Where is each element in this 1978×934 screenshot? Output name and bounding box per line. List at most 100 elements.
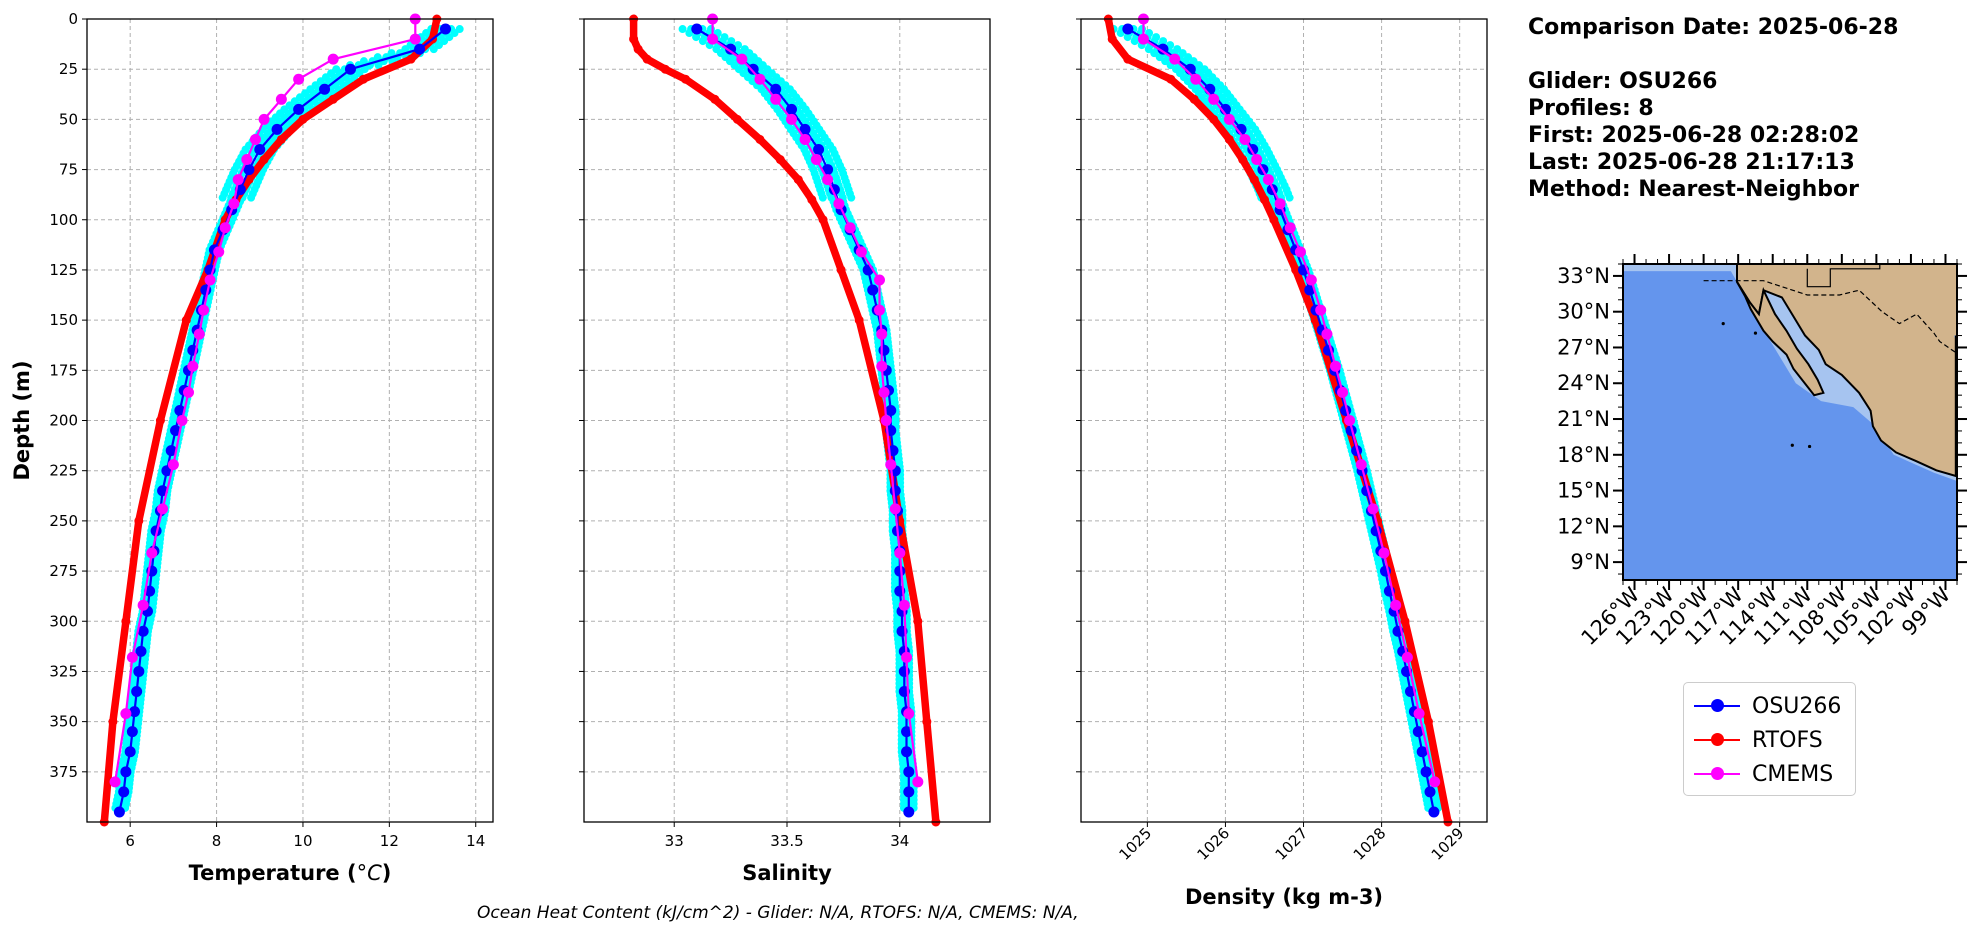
series-point-rtofs xyxy=(181,315,191,325)
series-point-cmems xyxy=(707,33,719,45)
series-point-osu266 xyxy=(165,445,177,457)
series-point-cmems xyxy=(1315,304,1327,316)
series-point-osu266 xyxy=(747,63,759,75)
y-tick-label: 175 xyxy=(49,361,78,379)
y-tick-label: 100 xyxy=(49,211,78,229)
series-point-osu266 xyxy=(867,284,879,296)
series-point-cmems xyxy=(876,360,888,372)
y-tick-label: 25 xyxy=(59,60,78,78)
lat-tick-label: 30°N xyxy=(1557,300,1610,324)
series-point-rtofs xyxy=(629,34,639,44)
series-point-rtofs xyxy=(328,94,338,104)
legend-item-osu266: OSU266 xyxy=(1694,691,1841,721)
series-point-rtofs xyxy=(710,94,720,104)
series-point-cmems xyxy=(146,547,158,559)
series-point-cmems xyxy=(1344,415,1356,426)
series-point-osu266 xyxy=(124,746,136,758)
series-point-osu266 xyxy=(131,686,143,698)
series-point-osu266 xyxy=(414,43,426,55)
series-point-rtofs xyxy=(121,616,131,626)
x-tick-label: 12 xyxy=(380,832,399,850)
series-point-cmems xyxy=(232,174,244,186)
series-point-osu266 xyxy=(129,706,141,718)
series-point-rtofs xyxy=(836,265,846,275)
legend-label-rtofs: RTOFS xyxy=(1752,727,1823,753)
island xyxy=(1753,331,1758,335)
series-point-cmems xyxy=(903,708,915,720)
y-tick-label: 275 xyxy=(49,562,78,580)
series-point-osu266 xyxy=(903,806,915,818)
x-tick-label: 6 xyxy=(125,832,135,850)
glider-raw-point xyxy=(685,29,694,38)
series-point-cmems xyxy=(1321,328,1333,340)
series-point-osu266 xyxy=(878,344,890,356)
series-point-cmems xyxy=(1274,198,1286,210)
x-tick-label: 33.5 xyxy=(770,832,803,850)
series-point-osu266 xyxy=(691,23,703,35)
map-lat-ticks: 33°N 30°N 27°N 24°N 21°N 18°N 15°N 12°N 9°N xyxy=(1557,263,1967,575)
profile-count: Profiles: 8 xyxy=(1528,96,1654,121)
series-point-cmems xyxy=(409,33,421,45)
y-axis-label: Depth (m) xyxy=(10,360,34,480)
glider-raw-point xyxy=(1161,57,1170,66)
series-point-rtofs xyxy=(681,74,690,84)
series-point-cmems xyxy=(873,304,885,316)
map-frame xyxy=(1622,263,1958,581)
gridlines xyxy=(87,18,493,822)
series-point-cmems xyxy=(889,503,901,515)
border-line xyxy=(1703,280,1957,354)
lat-tick-label: 33°N xyxy=(1557,264,1610,288)
lat-tick-label: 18°N xyxy=(1557,443,1610,467)
series-point-osu266 xyxy=(901,746,913,758)
series-point-rtofs xyxy=(1209,114,1219,124)
series-point-cmems xyxy=(193,328,205,340)
baja-peninsula xyxy=(1736,281,1825,397)
series-point-cmems xyxy=(187,360,199,372)
glider-raw-point xyxy=(1144,45,1153,54)
series-point-rtofs xyxy=(1249,175,1259,185)
series-point-cmems xyxy=(1429,776,1441,788)
series-point-rtofs xyxy=(1224,134,1234,144)
series-point-cmems xyxy=(1262,174,1274,186)
series-point-osu266 xyxy=(126,726,138,738)
glider-raw-point xyxy=(429,45,438,54)
series-point-rtofs xyxy=(1269,215,1279,225)
series-line-rtofs xyxy=(1104,18,1452,823)
series-point-cmems xyxy=(293,73,305,85)
glider-raw-profiles xyxy=(1109,25,1442,812)
series-point-cmems xyxy=(1169,53,1181,65)
series-point-cmems xyxy=(810,154,822,166)
series-point-osu266 xyxy=(725,43,737,55)
series-point-cmems xyxy=(167,459,179,471)
series-point-rtofs xyxy=(155,416,165,425)
legend-item-rtofs: RTOFS xyxy=(1694,725,1823,755)
glider-raw-point xyxy=(818,193,827,202)
series-point-cmems xyxy=(770,93,782,105)
series-point-cmems xyxy=(1239,133,1251,145)
lat-tick-label: 27°N xyxy=(1557,335,1610,359)
series-point-cmems xyxy=(1294,246,1306,258)
glider-raw-point xyxy=(247,193,256,202)
series-point-cmems xyxy=(878,386,890,398)
y-ticks xyxy=(579,18,584,773)
series-point-cmems xyxy=(1137,33,1149,45)
series-point-rtofs xyxy=(1123,54,1133,64)
x-tick-label: 1028 xyxy=(1350,824,1390,864)
first-profile-time: First: 2025-06-28 02:28:02 xyxy=(1528,123,1860,148)
series-cmems xyxy=(707,13,924,788)
series-point-osu266 xyxy=(822,164,834,176)
series-point-rtofs xyxy=(406,54,416,64)
glider-raw-point xyxy=(1123,33,1132,42)
series-point-cmems xyxy=(1367,503,1379,515)
legend-item-cmems: CMEMS xyxy=(1694,759,1833,789)
y-tick-label: 125 xyxy=(49,261,78,279)
glider-raw-point xyxy=(1285,193,1294,202)
series-point-rtofs xyxy=(922,717,932,727)
series-point-cmems xyxy=(258,113,270,125)
series-point-rtofs xyxy=(807,195,817,205)
series-line-cmems xyxy=(1142,19,1436,783)
y-tick-label: 75 xyxy=(59,161,78,179)
series-point-rtofs xyxy=(913,616,923,626)
series-point-cmems xyxy=(1190,73,1202,85)
series-point-osu266 xyxy=(799,123,811,135)
